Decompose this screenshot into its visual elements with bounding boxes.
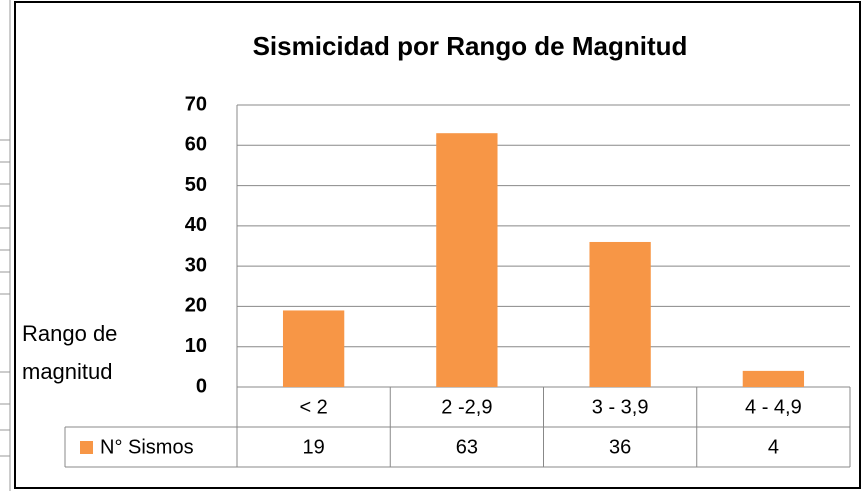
bar [436,133,498,387]
x-tick-label: 3 - 3,9 [592,396,649,418]
y-tick-label: 70 [185,93,207,115]
y-tick-label: 0 [196,375,207,397]
table-value: 19 [303,436,325,458]
chart-title: Sismicidad por Rango de Magnitud [253,31,688,61]
x-tick-label: 2 -2,9 [441,396,492,418]
y-tick-label: 10 [185,335,207,357]
y-tick-label: 40 [185,214,207,236]
table-value: 36 [609,436,631,458]
bar [742,370,805,387]
x-tick-label: < 2 [299,396,327,418]
legend-swatch [80,441,93,454]
y-tick-label: 20 [185,295,207,317]
y-tick-label: 30 [185,254,207,276]
legend-label: N° Sismos [100,436,194,458]
y-tick-label: 50 [185,174,207,196]
y-tick-label: 60 [185,134,207,156]
spreadsheet-edge [0,0,11,491]
x-tick-label: 4 - 4,9 [745,396,802,418]
table-value: 4 [768,436,779,458]
y-axis-label: Rango de magnitud [22,321,118,384]
table-value: 63 [456,436,478,458]
bar [282,310,345,387]
bar [589,241,651,387]
